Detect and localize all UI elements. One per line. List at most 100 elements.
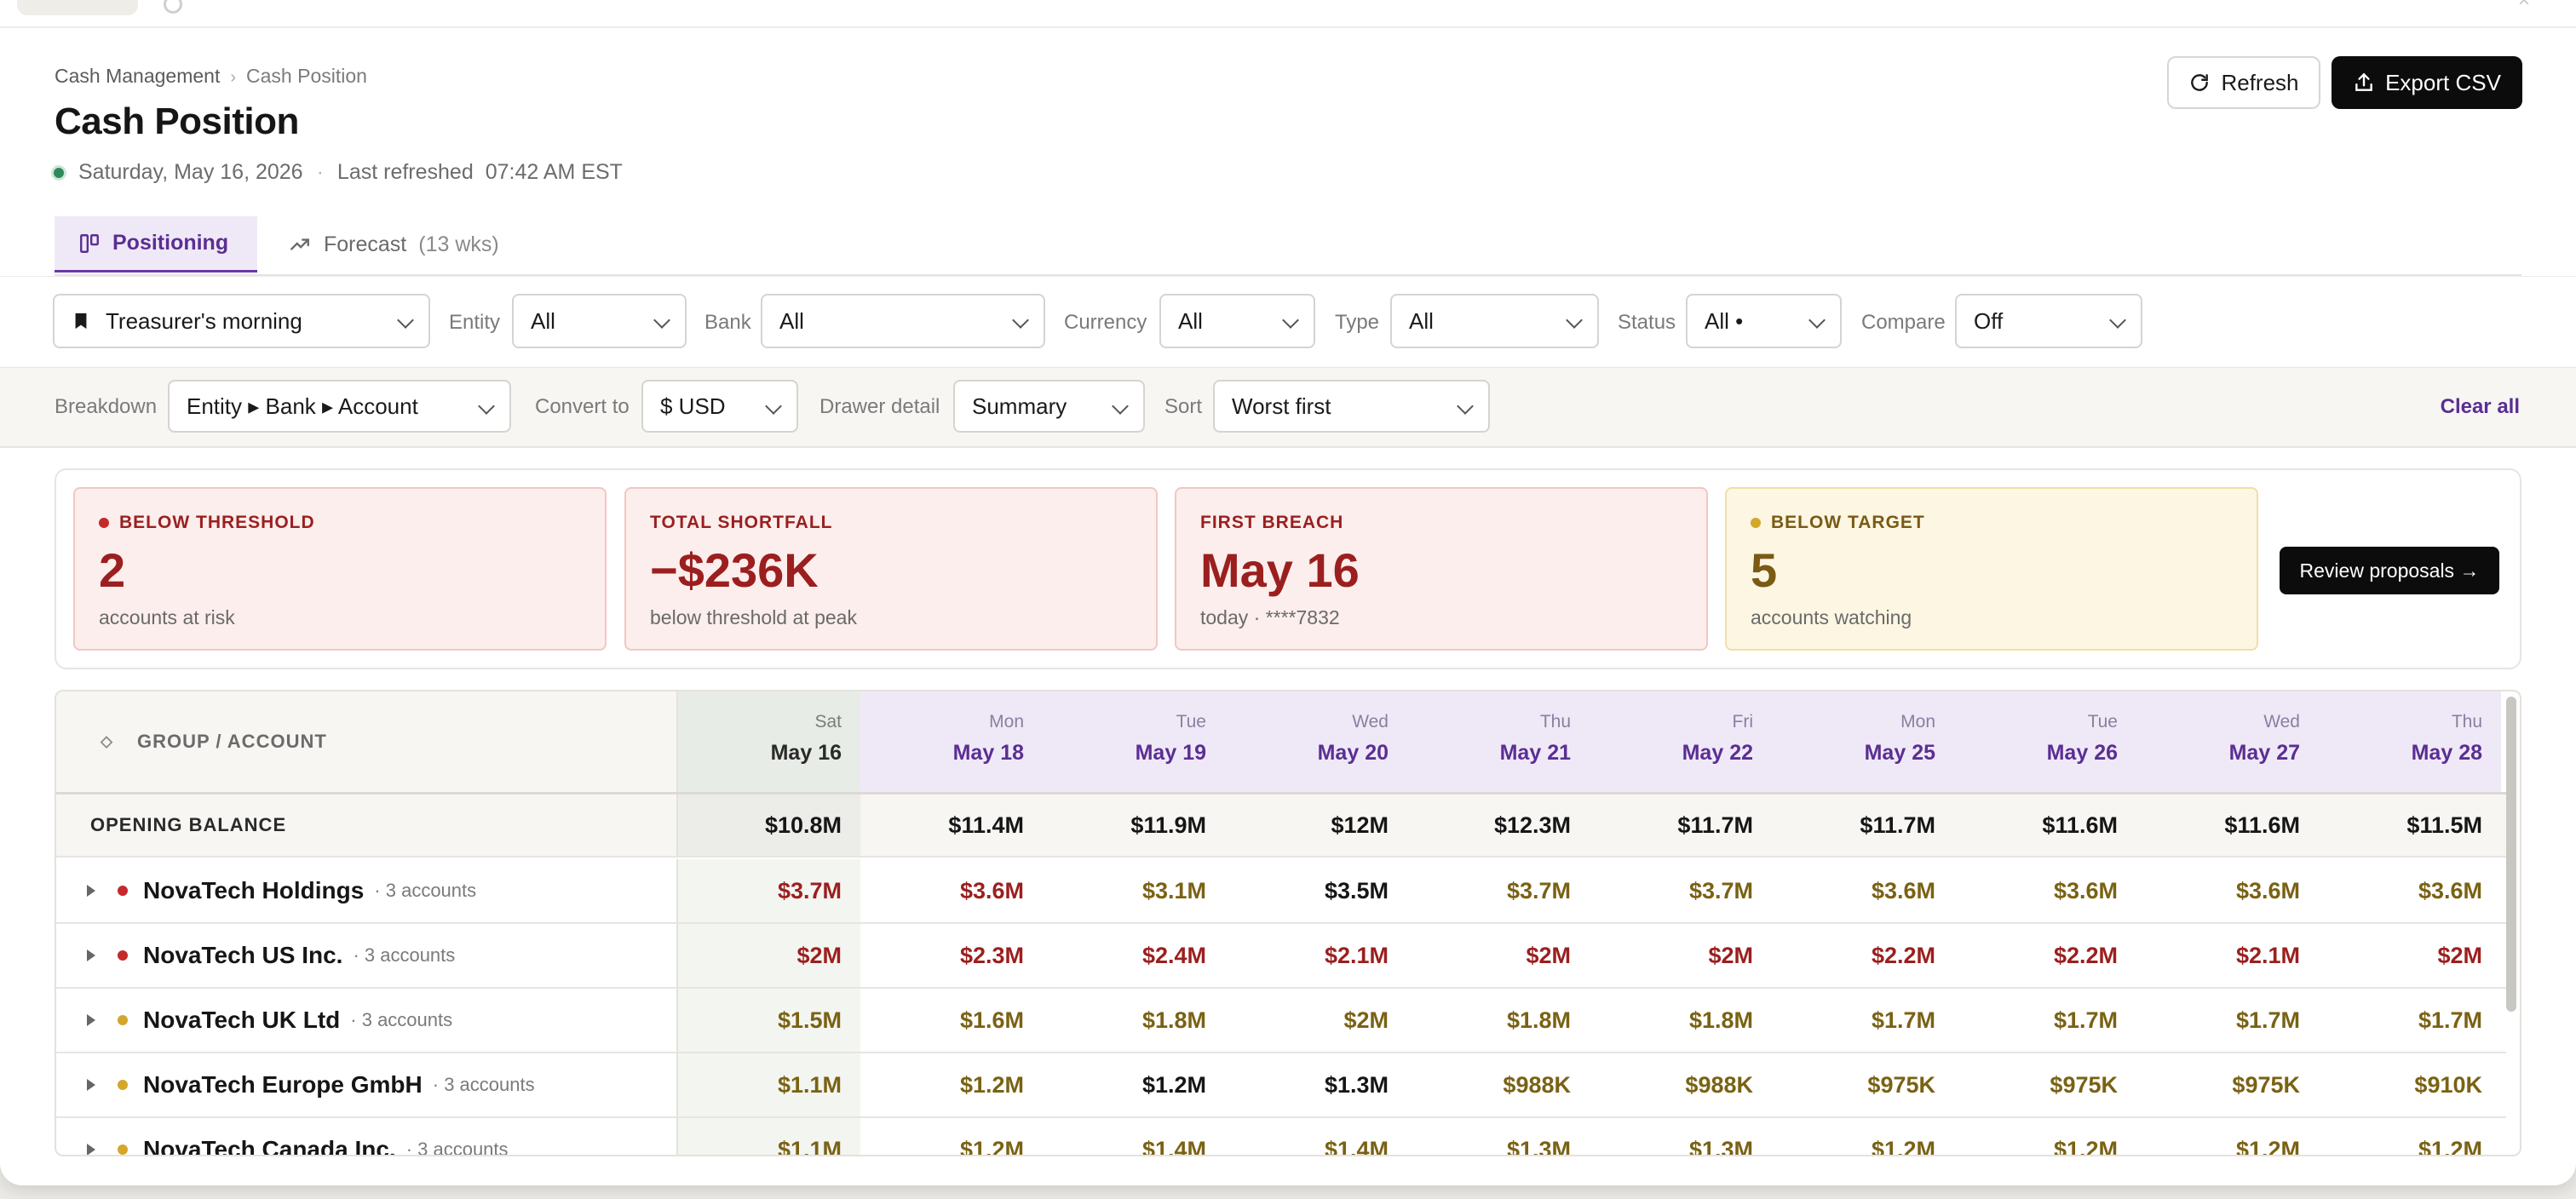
balance-cell[interactable]: $1.6M: [959, 1007, 1024, 1033]
balance-cell[interactable]: $1.8M: [1141, 1007, 1206, 1033]
expand-caret-icon[interactable]: [87, 1014, 95, 1026]
balance-cell[interactable]: $3.7M: [678, 859, 860, 922]
column-header[interactable]: Sat May 16: [678, 691, 860, 792]
bank-select[interactable]: All: [761, 294, 1045, 348]
entity-select[interactable]: All: [512, 294, 687, 348]
table-row[interactable]: NovaTech Holdings · 3 accounts $3.7M $3.6M $…: [56, 859, 2506, 924]
balance-cell[interactable]: $1.1M: [678, 1053, 860, 1116]
column-header[interactable]: Fri May 22: [1590, 691, 1772, 792]
balance-cell[interactable]: $1.2M: [2235, 1136, 2300, 1156]
column-header[interactable]: Mon May 25: [1772, 691, 1954, 792]
breadcrumb-root[interactable]: Cash Management: [55, 65, 221, 87]
column-header[interactable]: Thu May 28: [2319, 691, 2501, 792]
tab-forecast[interactable]: Forecast (13 wks): [288, 216, 499, 272]
balance-cell[interactable]: $1.3M: [1324, 1071, 1389, 1098]
balance-cell[interactable]: $2.2M: [2053, 942, 2118, 968]
compare-select[interactable]: Off: [1955, 294, 2142, 348]
expand-caret-icon[interactable]: [87, 1079, 95, 1091]
balance-cell[interactable]: $2.4M: [1141, 942, 1206, 968]
breakdown-select[interactable]: Entity ▸ Bank ▸ Account: [168, 380, 511, 433]
balance-cell[interactable]: $2.3M: [959, 942, 1024, 968]
balance-cell[interactable]: $1.2M: [2418, 1136, 2482, 1156]
balance-cell[interactable]: $2M: [678, 924, 860, 987]
balance-cell[interactable]: $1.3M: [1506, 1136, 1571, 1156]
saved-view-select[interactable]: Treasurer's morning: [53, 294, 430, 348]
column-header[interactable]: Wed May 27: [2136, 691, 2319, 792]
balance-cell[interactable]: $3.6M: [1871, 877, 1935, 904]
refresh-button[interactable]: Refresh: [2167, 56, 2320, 109]
expand-caret-icon[interactable]: [87, 949, 95, 961]
entity-name[interactable]: NovaTech Europe GmbH: [143, 1071, 423, 1098]
balance-cell[interactable]: $1.4M: [1141, 1136, 1206, 1156]
balance-cell[interactable]: $3.1M: [1141, 877, 1206, 904]
balance-cell[interactable]: $3.6M: [2235, 877, 2300, 904]
balance-cell[interactable]: $1.7M: [2418, 1007, 2482, 1033]
status-select[interactable]: All •: [1686, 294, 1842, 348]
balance-cell[interactable]: $3.6M: [2053, 877, 2118, 904]
entity-name[interactable]: NovaTech Canada Inc.: [143, 1136, 396, 1156]
summary-card-below-target[interactable]: BELOW TARGET 5 accounts watching: [1725, 487, 2258, 651]
balance-cell[interactable]: $1.2M: [959, 1136, 1024, 1156]
clear-all-link[interactable]: Clear all: [2440, 395, 2520, 418]
balance-cell[interactable]: $3.6M: [2418, 877, 2482, 904]
balance-cell[interactable]: $2.1M: [2235, 942, 2300, 968]
balance-cell[interactable]: $1.2M: [1141, 1071, 1206, 1098]
export-csv-button[interactable]: Export CSV: [2332, 56, 2522, 109]
drawer-select[interactable]: Summary: [953, 380, 1145, 433]
tab-positioning[interactable]: Positioning: [55, 216, 257, 272]
summary-card-first-breach[interactable]: FIRST BREACH May 16 today · ****7832: [1175, 487, 1708, 651]
group-account-header[interactable]: ⬦ GROUP / ACCOUNT: [56, 691, 678, 792]
balance-cell[interactable]: $2M: [1343, 1007, 1389, 1033]
column-header[interactable]: Wed May 20: [1225, 691, 1407, 792]
balance-cell[interactable]: $1.4M: [1324, 1136, 1389, 1156]
sort-toggle-icon[interactable]: ⬦: [101, 731, 113, 751]
balance-cell[interactable]: $1.3M: [1688, 1136, 1753, 1156]
summary-card-below-threshold[interactable]: BELOW THRESHOLD 2 accounts at risk: [73, 487, 607, 651]
table-row[interactable]: NovaTech US Inc. · 3 accounts $2M $2.3M $2.4…: [56, 924, 2506, 989]
balance-cell[interactable]: $1.2M: [1871, 1136, 1935, 1156]
column-header[interactable]: Thu May 21: [1407, 691, 1590, 792]
entity-name[interactable]: NovaTech UK Ltd: [143, 1007, 341, 1033]
balance-cell[interactable]: $3.7M: [1506, 877, 1571, 904]
expand-caret-icon[interactable]: [87, 1144, 95, 1155]
table-row[interactable]: NovaTech UK Ltd · 3 accounts $1.5M $1.6M $1.…: [56, 989, 2506, 1053]
type-select[interactable]: All: [1390, 294, 1599, 348]
balance-cell[interactable]: $1.1M: [678, 1118, 860, 1155]
balance-cell[interactable]: $2M: [1708, 942, 1753, 968]
balance-cell[interactable]: $975K: [2050, 1071, 2118, 1098]
balance-cell[interactable]: $1.2M: [2053, 1136, 2118, 1156]
column-header[interactable]: Tue May 19: [1043, 691, 1225, 792]
review-proposals-button[interactable]: Review proposals →: [2280, 547, 2499, 594]
sort-select[interactable]: Worst first: [1213, 380, 1490, 433]
balance-cell[interactable]: $1.7M: [1871, 1007, 1935, 1033]
balance-cell[interactable]: $975K: [1867, 1071, 1935, 1098]
balance-cell[interactable]: $2M: [1526, 942, 1571, 968]
balance-cell[interactable]: $1.7M: [2053, 1007, 2118, 1033]
table-row[interactable]: NovaTech Canada Inc. · 3 accounts $1.1M $1.…: [56, 1118, 2506, 1156]
table-scrollbar[interactable]: [2506, 697, 2516, 1012]
expand-caret-icon[interactable]: [87, 885, 95, 897]
balance-cell[interactable]: $3.6M: [959, 877, 1024, 904]
convert-select[interactable]: $ USD: [641, 380, 798, 433]
balance-cell[interactable]: $2.1M: [1324, 942, 1389, 968]
table-row[interactable]: NovaTech Europe GmbH · 3 accounts $1.1M $1.…: [56, 1053, 2506, 1118]
active-tab-pill[interactable]: [17, 0, 138, 15]
balance-cell[interactable]: $2.2M: [1871, 942, 1935, 968]
summary-card-total-shortfall[interactable]: TOTAL SHORTFALL −$236K below threshold a…: [624, 487, 1158, 651]
balance-cell[interactable]: $2M: [2437, 942, 2482, 968]
balance-cell[interactable]: $1.7M: [2235, 1007, 2300, 1033]
balance-cell[interactable]: $910K: [2414, 1071, 2482, 1098]
balance-cell[interactable]: $3.5M: [1324, 877, 1389, 904]
balance-cell[interactable]: $1.2M: [959, 1071, 1024, 1098]
close-icon[interactable]: ×: [2518, 0, 2531, 12]
entity-name[interactable]: NovaTech Holdings: [143, 877, 365, 904]
currency-select[interactable]: All: [1159, 294, 1315, 348]
column-header[interactable]: Mon May 18: [860, 691, 1043, 792]
balance-cell[interactable]: $3.7M: [1688, 877, 1753, 904]
balance-cell[interactable]: $1.8M: [1688, 1007, 1753, 1033]
entity-name[interactable]: NovaTech US Inc.: [143, 942, 343, 968]
balance-cell[interactable]: $1.5M: [678, 989, 860, 1052]
balance-cell[interactable]: $1.8M: [1506, 1007, 1571, 1033]
balance-cell[interactable]: $975K: [2232, 1071, 2300, 1098]
balance-cell[interactable]: $988K: [1685, 1071, 1753, 1098]
